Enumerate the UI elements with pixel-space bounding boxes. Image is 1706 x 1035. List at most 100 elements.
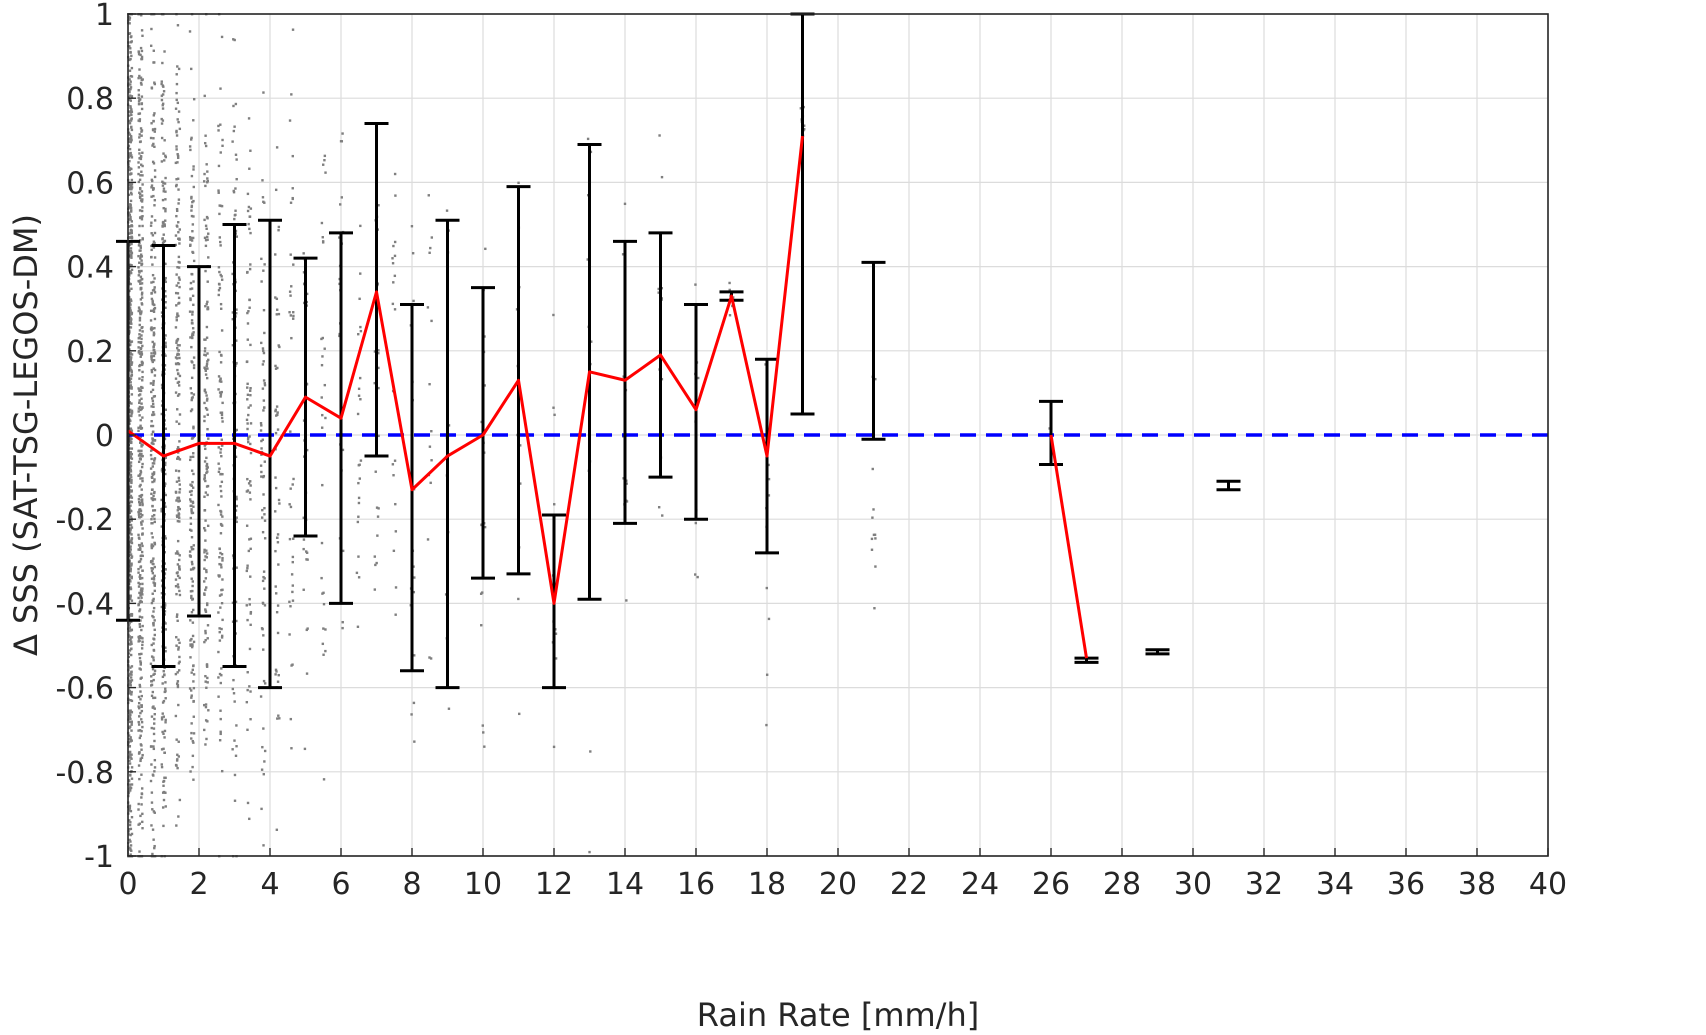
scatter-point xyxy=(128,306,132,309)
scatter-point xyxy=(138,635,142,638)
scatter-point xyxy=(189,387,193,390)
scatter-point xyxy=(221,144,224,148)
scatter-point xyxy=(246,618,249,622)
scatter-point xyxy=(137,340,140,344)
scatter-point xyxy=(140,337,143,341)
scatter-point xyxy=(219,393,223,396)
scatter-point xyxy=(427,194,430,197)
scatter-point xyxy=(235,177,238,181)
scatter-point xyxy=(138,485,141,488)
scatter-point xyxy=(150,256,153,259)
scatter-point xyxy=(728,288,731,292)
scatter-point xyxy=(263,460,267,463)
scatter-point xyxy=(139,81,143,85)
scatter-point xyxy=(320,221,324,225)
scatter-point xyxy=(176,161,179,164)
scatter-point xyxy=(162,824,165,828)
scatter-point xyxy=(204,391,208,394)
scatter-point xyxy=(483,525,487,529)
scatter-point xyxy=(206,637,209,640)
scatter-point xyxy=(288,537,292,541)
scatter-point xyxy=(393,240,397,244)
scatter-point xyxy=(178,516,181,519)
scatter-point xyxy=(140,402,143,405)
scatter-point xyxy=(141,554,144,558)
scatter-point xyxy=(130,412,133,415)
scatter-point xyxy=(430,430,433,433)
scatter-point xyxy=(138,133,141,136)
scatter-point xyxy=(204,674,207,678)
scatter-point xyxy=(128,243,132,246)
scatter-point xyxy=(220,523,223,527)
scatter-point xyxy=(274,431,278,435)
scatter-point xyxy=(130,54,133,58)
scatter-point xyxy=(217,189,220,192)
scatter-point xyxy=(190,376,194,380)
scatter-point xyxy=(324,171,327,174)
scatter-point xyxy=(322,653,325,656)
scatter-point xyxy=(152,194,155,198)
scatter-point xyxy=(249,612,252,615)
scatter-point xyxy=(205,302,208,306)
scatter-point xyxy=(246,564,249,567)
scatter-point xyxy=(150,726,153,730)
scatter-point xyxy=(429,246,432,250)
scatter-point xyxy=(177,506,180,510)
scatter-point xyxy=(137,180,141,184)
scatter-point xyxy=(128,649,132,652)
scatter-point xyxy=(802,124,806,127)
scatter-point xyxy=(235,724,238,727)
scatter-point xyxy=(129,369,132,372)
scatter-point xyxy=(176,266,179,269)
scatter-point xyxy=(175,304,178,307)
scatter-point xyxy=(289,430,292,433)
scatter-point xyxy=(176,583,180,586)
scatter-point xyxy=(139,471,143,474)
scatter-point xyxy=(130,699,134,703)
scatter-point xyxy=(263,519,267,522)
scatter-point xyxy=(152,354,156,358)
scatter-point xyxy=(164,721,167,724)
scatter-point xyxy=(203,526,206,530)
scatter-point xyxy=(190,511,194,515)
scatter-point xyxy=(153,291,157,294)
scatter-point xyxy=(163,673,166,677)
scatter-point xyxy=(205,399,209,402)
scatter-point xyxy=(139,312,142,316)
scatter-point xyxy=(357,576,361,579)
scatter-point xyxy=(190,408,194,411)
scatter-point xyxy=(220,495,223,498)
scatter-point xyxy=(141,503,144,507)
scatter-point xyxy=(176,685,180,689)
scatter-point xyxy=(203,141,207,145)
scatter-point xyxy=(129,247,133,250)
scatter-point xyxy=(141,569,144,572)
scatter-point xyxy=(176,613,179,616)
scatter-point xyxy=(129,586,132,589)
scatter-point xyxy=(178,228,181,231)
scatter-point xyxy=(138,751,141,754)
scatter-point xyxy=(247,549,251,553)
x-tick-label: 2 xyxy=(189,867,208,902)
scatter-point xyxy=(219,123,222,126)
scatter-point xyxy=(175,420,178,423)
scatter-point xyxy=(130,185,133,188)
scatter-point xyxy=(235,428,238,432)
scatter-point xyxy=(205,485,209,488)
scatter-point xyxy=(128,819,131,822)
scatter-point xyxy=(190,195,193,199)
scatter-point xyxy=(150,694,154,698)
scatter-point xyxy=(291,560,294,564)
scatter-point xyxy=(192,700,195,703)
scatter-point xyxy=(129,109,133,113)
scatter-point xyxy=(249,422,253,425)
scatter-point xyxy=(203,640,206,644)
scatter-point xyxy=(164,472,167,476)
scatter-point xyxy=(175,571,179,575)
scatter-point xyxy=(128,504,131,508)
scatter-point xyxy=(152,597,155,601)
scatter-point xyxy=(127,156,131,159)
scatter-point xyxy=(140,107,144,111)
scatter-point xyxy=(248,435,251,438)
scatter-point xyxy=(130,777,134,780)
